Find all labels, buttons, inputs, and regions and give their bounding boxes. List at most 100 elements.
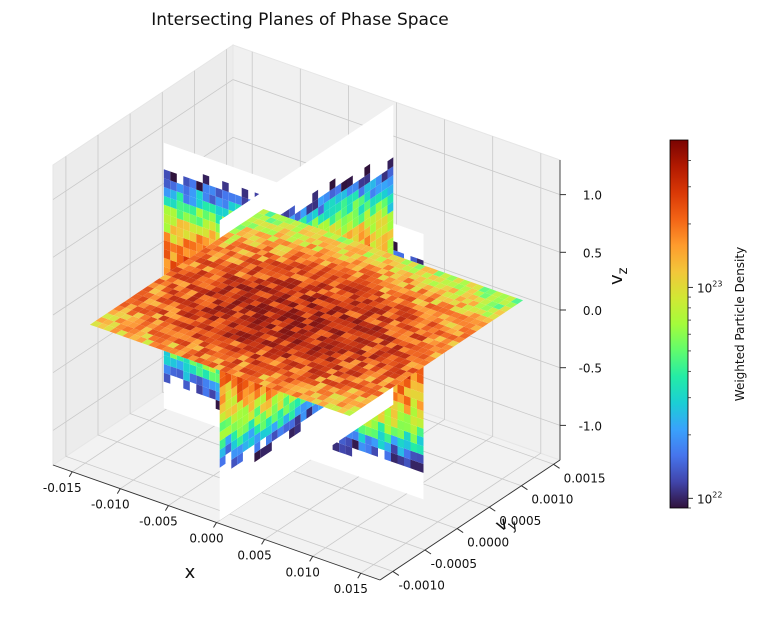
density-cell <box>314 270 327 277</box>
density-cell <box>209 371 216 383</box>
vy-tick-mark <box>424 549 432 555</box>
density-cell <box>387 175 394 188</box>
density-cell <box>473 296 486 303</box>
density-cell <box>167 295 181 302</box>
density-cell <box>242 292 255 299</box>
density-cell <box>228 192 236 204</box>
density-cell <box>126 316 139 323</box>
density-cell <box>183 246 190 258</box>
density-cell <box>202 377 210 389</box>
density-cell <box>368 306 381 314</box>
density-cell <box>409 286 423 293</box>
density-cell <box>176 244 184 256</box>
density-cell <box>443 303 456 310</box>
density-cell <box>391 426 398 438</box>
density-cell <box>152 319 165 326</box>
density-cell <box>101 313 114 320</box>
density-cell <box>260 401 266 415</box>
density-cell <box>170 319 183 326</box>
density-cell <box>391 443 398 455</box>
density-cell <box>358 326 371 333</box>
density-cell <box>349 359 362 366</box>
density-cell <box>437 307 450 314</box>
density-cell <box>504 295 517 302</box>
density-cell <box>291 285 304 292</box>
density-cell <box>311 239 324 246</box>
density-cell <box>241 338 254 345</box>
density-cell <box>392 297 405 304</box>
density-cell <box>183 361 190 373</box>
density-cell <box>471 284 485 291</box>
density-cell <box>375 368 388 375</box>
density-cell <box>378 339 391 346</box>
density-cell <box>358 176 365 190</box>
density-cell <box>163 231 171 243</box>
density-cell <box>225 433 232 447</box>
density-cell <box>335 209 342 223</box>
density-cell <box>337 248 350 255</box>
density-cell <box>227 269 240 276</box>
density-cell <box>279 234 292 241</box>
density-cell <box>354 290 367 297</box>
density-cell <box>350 312 363 319</box>
density-cell <box>264 323 277 330</box>
density-cell <box>302 383 315 390</box>
density-cell <box>327 380 340 387</box>
density-cell <box>235 289 249 296</box>
density-cell <box>286 348 299 355</box>
density-cell <box>309 227 322 234</box>
density-cell <box>364 323 377 330</box>
vy-tick-mark <box>456 528 464 533</box>
density-cell <box>170 224 177 236</box>
density-cell <box>371 384 384 391</box>
density-cell <box>405 355 418 362</box>
density-cell <box>462 310 475 317</box>
density-cell <box>173 291 186 298</box>
density-cell <box>387 157 394 170</box>
density-cell <box>155 296 168 303</box>
density-cell <box>217 295 230 302</box>
density-cell <box>315 276 328 283</box>
density-cell <box>232 364 245 372</box>
plane-x-vy <box>89 209 524 416</box>
density-cell <box>286 354 300 361</box>
density-cell <box>333 330 347 337</box>
density-cell <box>370 222 376 235</box>
density-cell <box>417 391 424 403</box>
density-cell <box>286 295 299 302</box>
density-cell <box>510 298 524 305</box>
density-cell <box>331 305 344 312</box>
density-cell <box>274 303 287 310</box>
density-cell <box>309 333 322 340</box>
density-cell <box>121 326 134 333</box>
density-cell <box>312 304 325 311</box>
density-cell <box>240 273 253 280</box>
density-cell <box>479 298 493 305</box>
density-cell <box>393 309 407 316</box>
vz-axis-label-main: v <box>606 274 627 285</box>
density-cell <box>458 332 472 339</box>
density-cell <box>162 305 176 312</box>
density-cell <box>154 284 167 291</box>
density-cell <box>372 337 385 344</box>
density-cell <box>299 353 312 360</box>
density-cell <box>211 292 224 299</box>
density-cell <box>154 343 168 350</box>
density-cell <box>363 316 376 324</box>
density-cell <box>194 310 207 317</box>
density-cell <box>287 360 300 368</box>
density-cell <box>368 253 381 261</box>
density-cell <box>254 431 261 445</box>
density-cell <box>191 286 204 293</box>
density-cell <box>446 334 459 341</box>
density-cell <box>292 245 306 252</box>
density-cell <box>352 207 359 220</box>
density-cell <box>357 314 370 321</box>
density-cell <box>426 321 439 328</box>
density-cell <box>176 253 184 265</box>
density-cell <box>184 277 197 284</box>
density-cell <box>339 320 352 327</box>
density-cell <box>235 230 248 237</box>
density-cell <box>351 377 365 384</box>
density-cell <box>189 213 197 225</box>
